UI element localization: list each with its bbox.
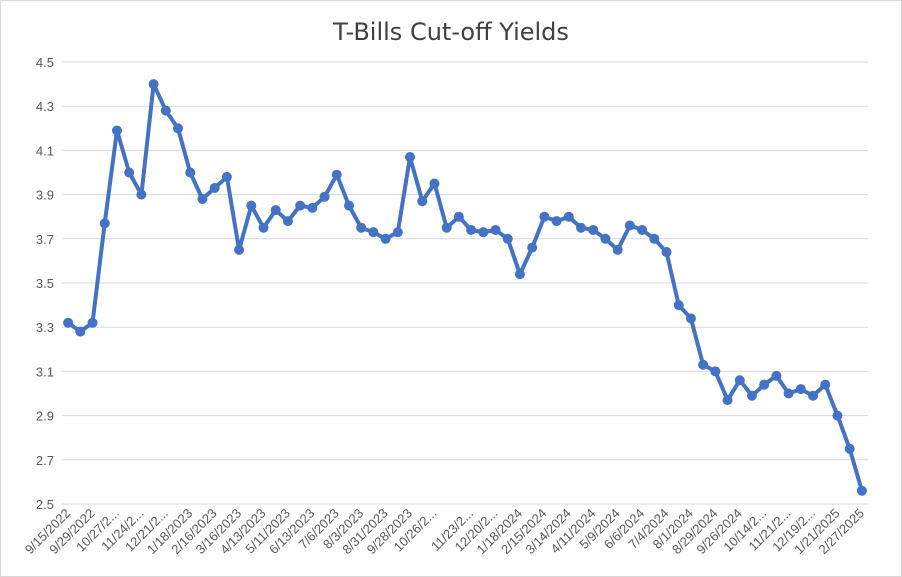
data-point (221, 171, 232, 182)
data-point (710, 366, 721, 377)
data-point (429, 178, 440, 189)
y-tick-label: 2.9 (36, 409, 54, 424)
data-point (734, 375, 745, 386)
data-point (111, 125, 122, 136)
data-point (832, 410, 843, 421)
data-point (466, 224, 477, 235)
data-point (368, 227, 379, 238)
y-tick-label: 4.3 (36, 99, 54, 114)
data-point (307, 202, 318, 213)
data-point (771, 370, 782, 381)
data-point (405, 152, 416, 163)
data-point (160, 105, 171, 116)
data-point (356, 222, 367, 233)
data-point (87, 317, 98, 328)
y-tick-label: 2.5 (36, 497, 54, 512)
y-tick-label: 3.5 (36, 276, 54, 291)
data-point (783, 388, 794, 399)
data-point (588, 224, 599, 235)
data-point (661, 247, 672, 258)
data-point (258, 222, 269, 233)
data-point (319, 191, 330, 202)
data-point (148, 79, 159, 90)
data-point (502, 233, 513, 244)
data-point (624, 220, 635, 231)
data-point (99, 218, 110, 229)
data-point (478, 227, 489, 238)
data-point (649, 233, 660, 244)
data-point (527, 242, 538, 253)
data-point (746, 390, 757, 401)
data-point (234, 244, 245, 255)
chart-title: T-Bills Cut-off Yields (333, 18, 569, 46)
data-point (551, 216, 562, 227)
y-tick-label: 3.9 (36, 188, 54, 203)
data-point (185, 167, 196, 178)
data-point (209, 182, 220, 193)
data-point (795, 384, 806, 395)
data-point (246, 200, 257, 211)
data-point (441, 222, 452, 233)
data-point (63, 317, 74, 328)
series-line (66, 82, 864, 493)
y-tick-label: 2.7 (36, 453, 54, 468)
data-point (270, 205, 281, 216)
data-point (637, 224, 648, 235)
data-point (295, 200, 306, 211)
data-point (576, 222, 587, 233)
y-tick-label: 4.1 (36, 143, 54, 158)
data-point (75, 326, 86, 337)
data-point (392, 227, 403, 238)
data-point (417, 196, 428, 207)
data-point (820, 379, 831, 390)
y-tick-label: 4.5 (36, 55, 54, 70)
data-point (124, 167, 135, 178)
data-point (453, 211, 464, 222)
y-tick-label: 3.1 (36, 364, 54, 379)
data-point (343, 200, 354, 211)
data-point (331, 169, 342, 180)
data-point (722, 395, 733, 406)
data-point (685, 313, 696, 324)
y-tick-label: 3.7 (36, 232, 54, 247)
data-point (808, 390, 819, 401)
y-tick-label: 3.3 (36, 320, 54, 335)
data-point (563, 211, 574, 222)
data-point (673, 300, 684, 311)
data-point (539, 211, 550, 222)
data-point (490, 224, 501, 235)
data-point (380, 233, 391, 244)
data-point (600, 233, 611, 244)
data-point (173, 123, 184, 134)
data-point (612, 244, 623, 255)
data-point (856, 485, 867, 496)
data-point (136, 189, 147, 200)
data-point (759, 379, 770, 390)
data-point (282, 216, 293, 227)
data-point (698, 359, 709, 370)
data-point (514, 269, 525, 280)
data-point (844, 443, 855, 454)
data-point (197, 194, 208, 205)
